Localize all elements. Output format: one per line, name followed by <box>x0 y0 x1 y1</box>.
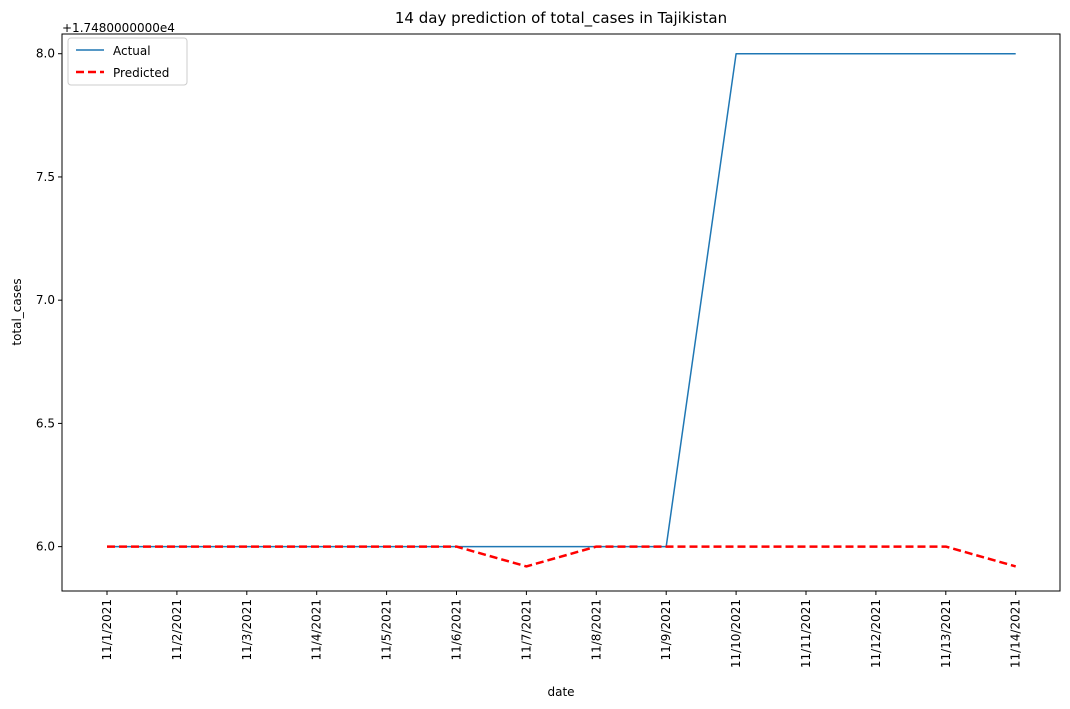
x-tick-label: 11/5/2021 <box>380 599 394 661</box>
series-layer <box>107 52 1017 568</box>
x-axis: 11/1/2021 11/2/2021 11/3/2021 11/4/2021 11/5… <box>100 591 1023 668</box>
x-tick-label: 11/2/2021 <box>170 599 184 661</box>
x-axis-label: date <box>547 685 574 699</box>
y-axis-label: total_cases <box>10 278 24 345</box>
legend-label-predicted: Predicted <box>113 66 169 80</box>
x-tick-label: 11/9/2021 <box>659 599 673 661</box>
legend-label-actual: Actual <box>113 44 151 58</box>
x-tick-label: 11/11/2021 <box>799 599 813 668</box>
x-tick-label: 11/8/2021 <box>589 599 603 661</box>
x-tick-label: 11/3/2021 <box>240 599 254 661</box>
plot-area <box>61 33 1061 592</box>
y-axis-offset-label: +1.7480000000e4 <box>62 21 175 35</box>
y-tick-label: 7.5 <box>36 170 55 184</box>
x-tick-label: 11/7/2021 <box>519 599 533 661</box>
x-tick-label: 11/13/2021 <box>939 599 953 668</box>
x-tick-label: 11/10/2021 <box>729 599 743 668</box>
y-axis: 6.0 6.5 7.0 7.5 8.0 <box>36 47 62 554</box>
series-line-actual <box>107 52 1016 548</box>
x-tick-label: 11/1/2021 <box>100 599 114 661</box>
x-tick-label: 11/12/2021 <box>869 599 883 668</box>
y-tick-label: 6.5 <box>36 416 55 430</box>
chart-title: 14 day prediction of total_cases in Taji… <box>395 9 727 28</box>
y-tick-label: 7.0 <box>36 293 55 307</box>
y-tick-label: 8.0 <box>36 47 55 61</box>
legend: Actual Predicted <box>67 37 188 86</box>
x-tick-label: 11/6/2021 <box>450 599 464 661</box>
series-line-predicted <box>107 545 1017 568</box>
x-tick-label: 11/4/2021 <box>310 599 324 661</box>
y-tick-label: 6.0 <box>36 540 55 554</box>
x-tick-label: 11/14/2021 <box>1009 599 1023 668</box>
